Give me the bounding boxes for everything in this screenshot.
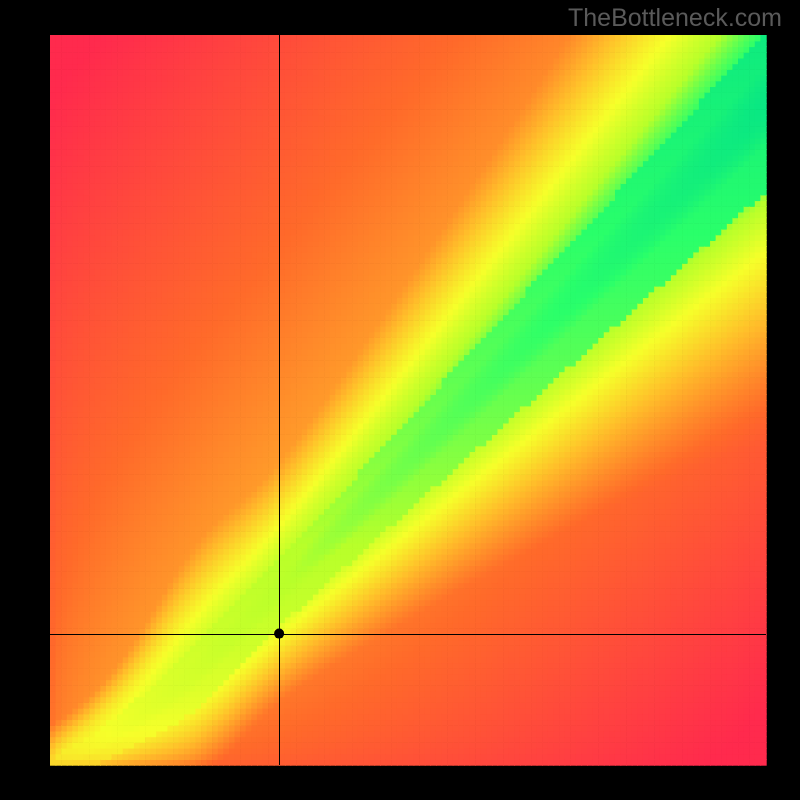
chart-container: TheBottleneck.com — [0, 0, 800, 800]
bottleneck-heatmap — [0, 0, 800, 800]
watermark-text: TheBottleneck.com — [568, 4, 782, 33]
